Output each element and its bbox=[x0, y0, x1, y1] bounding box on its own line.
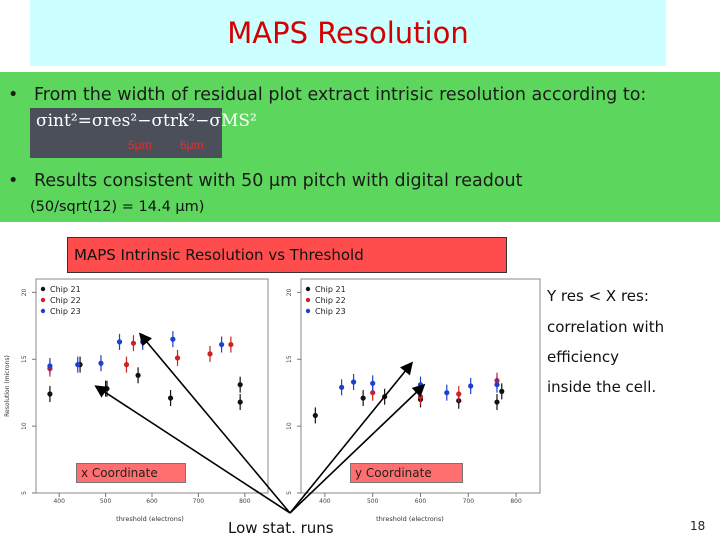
arrow-line bbox=[289, 383, 426, 514]
x-tick-label: 600 bbox=[146, 498, 158, 505]
data-point bbox=[312, 412, 318, 419]
plot-frame bbox=[35, 278, 269, 494]
x-tick-label: 400 bbox=[53, 498, 65, 505]
arrow-line bbox=[289, 361, 414, 514]
data-point bbox=[207, 351, 213, 357]
page-number: 18 bbox=[690, 519, 706, 533]
x-tick-label: 400 bbox=[319, 498, 331, 505]
data-point bbox=[370, 390, 376, 396]
y-tick-label: 15 bbox=[21, 355, 28, 363]
data-point bbox=[123, 362, 130, 368]
legend-marker bbox=[40, 297, 46, 303]
legend-entry: Chip 21 bbox=[50, 285, 81, 294]
note-line-2: correlation with bbox=[547, 318, 665, 336]
data-point bbox=[228, 341, 234, 348]
data-point bbox=[116, 339, 123, 345]
legend-entry: Chip 22 bbox=[315, 296, 346, 305]
arrow-group bbox=[94, 332, 426, 514]
formula-trk-value: 5μm bbox=[128, 138, 152, 152]
legend-marker bbox=[40, 308, 46, 314]
y-tick-label: 20 bbox=[21, 288, 28, 296]
bullet-text: Results consistent with 50 μm pitch with… bbox=[34, 171, 523, 191]
x-tick-label: 800 bbox=[239, 498, 251, 505]
legend-entry: Chip 22 bbox=[50, 296, 81, 305]
data-point bbox=[360, 395, 366, 401]
pitch-formula-line: (50/sqrt(12) = 14.4 μm) bbox=[30, 199, 205, 215]
note-line-4: inside the cell. bbox=[547, 378, 657, 396]
bullet-extract-resolution: • From the width of residual plot extrac… bbox=[8, 85, 647, 105]
data-point bbox=[494, 399, 500, 405]
low-stat-label: Low stat. runs bbox=[228, 519, 334, 537]
data-point bbox=[219, 341, 225, 348]
data-point bbox=[370, 380, 376, 386]
bullet-marker: • bbox=[8, 171, 19, 191]
x-tick-label: 800 bbox=[510, 498, 522, 505]
x-axis-label: threshold (electrons) bbox=[116, 515, 184, 523]
x-tick-label: 700 bbox=[193, 498, 205, 505]
y-tick-label: 5 bbox=[21, 491, 28, 495]
title-box: MAPS Resolution bbox=[30, 0, 666, 66]
arrow-line bbox=[94, 385, 291, 514]
data-point bbox=[75, 362, 81, 368]
data-point bbox=[350, 379, 357, 385]
data-point bbox=[237, 399, 243, 405]
y-tick-label: 20 bbox=[286, 288, 293, 296]
data-point bbox=[339, 384, 345, 390]
slide-title: MAPS Resolution bbox=[227, 16, 469, 50]
legend-entry: Chip 23 bbox=[315, 307, 346, 316]
data-point bbox=[47, 363, 53, 369]
data-point bbox=[104, 386, 110, 392]
legend-marker bbox=[305, 308, 311, 314]
bullet-pitch-consistent: • Results consistent with 50 μm pitch wi… bbox=[8, 171, 523, 191]
y-coordinate-label: y Coordinate bbox=[350, 463, 463, 483]
data-point bbox=[468, 383, 474, 389]
data-point bbox=[499, 388, 505, 394]
formula-image: σint²=σres²−σtrk²−σMS² 5μm 6μm bbox=[30, 108, 257, 158]
x-tick-label: 700 bbox=[463, 498, 475, 505]
note-line-3: efficiency bbox=[547, 348, 620, 366]
plot-title-label: MAPS Intrinsic Resolution vs Threshold bbox=[67, 237, 507, 273]
legend-marker bbox=[305, 286, 311, 292]
bullet-marker: • bbox=[8, 85, 19, 105]
x-resolution-plot: 400 500 600 700 800 5 10 15 20 threshold (electro… bbox=[4, 278, 269, 523]
x-coordinate-label: x Coordinate bbox=[76, 463, 186, 483]
legend-marker bbox=[305, 297, 311, 303]
data-point bbox=[494, 382, 500, 388]
data-point bbox=[417, 394, 424, 400]
y-tick-label: 15 bbox=[286, 355, 293, 363]
y-tick-label: 10 bbox=[21, 422, 28, 430]
y-tick-label: 5 bbox=[286, 491, 293, 495]
legend-entry: Chip 21 bbox=[315, 285, 346, 294]
x-tick-label: 500 bbox=[367, 498, 379, 505]
data-point bbox=[167, 395, 174, 401]
y-axis-label: Resolution (microns) bbox=[4, 355, 11, 417]
y-resolution-plot: 400 500 600 700 800 5 10 15 20 threshold (electro… bbox=[286, 278, 541, 523]
formula-text: σint²=σres²−σtrk²−σMS² bbox=[36, 111, 257, 131]
x-tick-label: 500 bbox=[100, 498, 112, 505]
x-axis-label: threshold (electrons) bbox=[376, 515, 444, 523]
data-point bbox=[456, 391, 462, 397]
legend-marker bbox=[40, 286, 46, 292]
x-tick-label: 600 bbox=[415, 498, 427, 505]
data-point bbox=[174, 355, 181, 361]
data-point bbox=[444, 390, 450, 396]
data-point bbox=[47, 391, 53, 397]
data-point bbox=[170, 336, 176, 342]
legend-entry: Chip 23 bbox=[50, 307, 81, 316]
formula-ms-value: 6μm bbox=[180, 138, 204, 152]
bullet-text: From the width of residual plot extract … bbox=[34, 85, 647, 105]
note-line-1: Y res < X res: bbox=[547, 287, 649, 305]
data-point bbox=[98, 360, 104, 366]
y-tick-label: 10 bbox=[286, 422, 293, 430]
arrow-line bbox=[138, 332, 291, 514]
data-point bbox=[237, 382, 243, 388]
data-point bbox=[130, 340, 137, 346]
data-point bbox=[135, 372, 141, 378]
